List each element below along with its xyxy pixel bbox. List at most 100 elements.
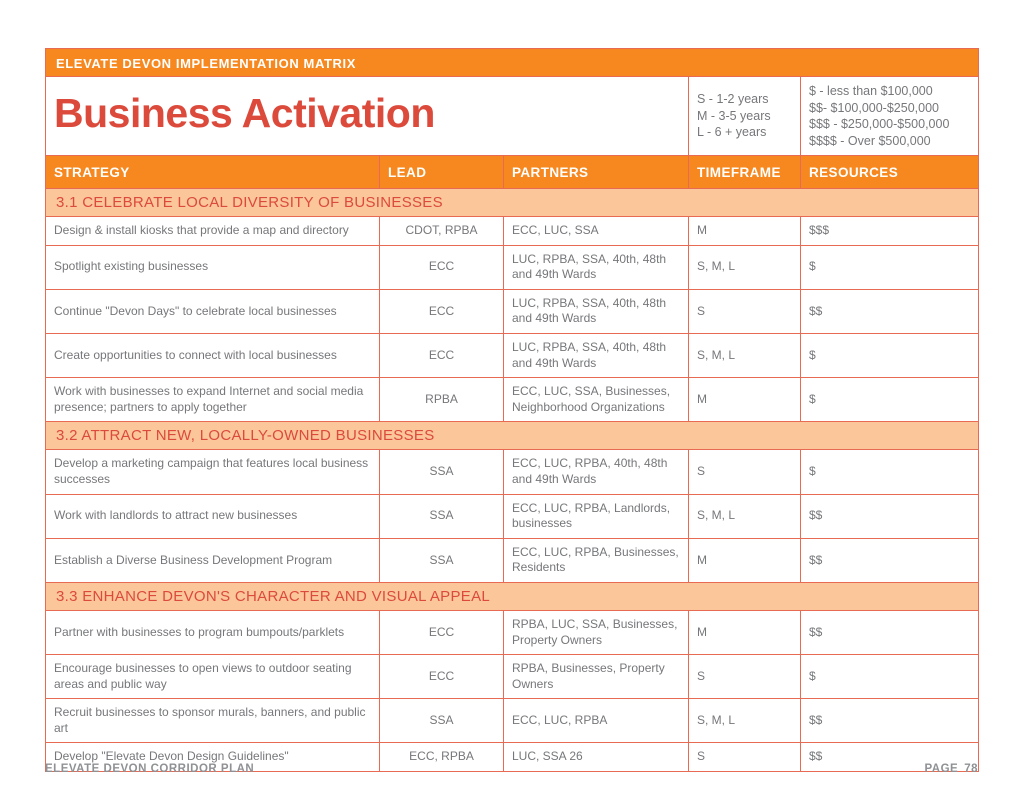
table-row: Work with landlords to attract new busin… (45, 493, 980, 539)
cell-strategy: Develop "Elevate Devon Design Guidelines… (45, 742, 380, 773)
cell-partners: RPBA, LUC, SSA, Businesses, Property Own… (503, 609, 689, 656)
column-header-lead: LEAD (379, 155, 504, 189)
cell-lead: ECC (379, 244, 504, 290)
cell-partners: ECC, LUC, RPBA, Businesses, Residents (503, 537, 689, 583)
table-row: Spotlight existing businesses ECC LUC, RPB… (45, 244, 980, 290)
cell-timeframe: S, M, L (688, 244, 801, 290)
cell-strategy: Work with businesses to expand Internet … (45, 377, 380, 423)
cell-strategy: Develop a marketing campaign that featur… (45, 449, 380, 495)
cell-partners: ECC, LUC, SSA (503, 216, 689, 246)
timeframe-legend-line: M - 3-5 years (697, 108, 771, 123)
footer-page-number: 78 (964, 763, 978, 775)
cell-partners: ECC, LUC, RPBA (503, 698, 689, 744)
cell-strategy: Encourage businesses to open views to ou… (45, 654, 380, 700)
cell-strategy: Continue "Devon Days" to celebrate local… (45, 288, 380, 334)
cell-partners: LUC, SSA 26 (503, 742, 689, 773)
table-row: Establish a Diverse Business Development… (45, 537, 980, 583)
cell-lead: SSA (379, 537, 504, 583)
cell-timeframe: S, M, L (688, 493, 801, 539)
implementation-matrix-table: ELEVATE DEVON IMPLEMENTATION MATRIX Busi… (44, 48, 980, 773)
cell-strategy: Establish a Diverse Business Development… (45, 537, 380, 583)
cell-partners: ECC, LUC, RPBA, Landlords, businesses (503, 493, 689, 539)
cell-resources: $$ (799, 742, 980, 773)
cell-timeframe: M (688, 537, 801, 583)
cell-resources: $$ (799, 537, 980, 583)
table-row: Work with businesses to expand Internet … (45, 377, 980, 423)
column-header-resources: RESOURCES (799, 155, 980, 189)
table-row: Continue "Devon Days" to celebrate local… (45, 288, 980, 334)
cell-resources: $$ (799, 609, 980, 656)
cell-lead: SSA (379, 493, 504, 539)
page-footer: ELEVATE DEVON CORRIDOR PLAN PAGE 78 (45, 763, 978, 775)
cell-strategy: Work with landlords to attract new busin… (45, 493, 380, 539)
resources-legend-line: $$$ - $250,000-$500,000 (809, 117, 950, 131)
cell-resources: $$ (799, 698, 980, 744)
cell-strategy: Create opportunities to connect with loc… (45, 332, 380, 379)
cell-timeframe: S, M, L (688, 698, 801, 744)
cell-timeframe: S (688, 654, 801, 700)
cell-resources: $ (799, 332, 980, 379)
cell-resources: $ (799, 377, 980, 423)
table-row: Encourage businesses to open views to ou… (45, 654, 980, 700)
cell-lead: SSA (379, 449, 504, 495)
footer-page-label: PAGE (924, 763, 959, 775)
cell-timeframe: S (688, 449, 801, 495)
section-heading: 3.2 ATTRACT NEW, LOCALLY-OWNED BUSINESSE… (44, 421, 980, 451)
section-heading-row: 3.2 ATTRACT NEW, LOCALLY-OWNED BUSINESSE… (44, 421, 980, 451)
cell-partners: LUC, RPBA, SSA, 40th, 48th and 49th Ward… (503, 244, 689, 290)
cell-resources: $ (799, 244, 980, 290)
timeframe-legend: S - 1-2 years M - 3-5 years L - 6 + year… (688, 76, 801, 156)
column-header-partners: PARTNERS (503, 155, 689, 189)
cell-timeframe: S, M, L (688, 332, 801, 379)
timeframe-legend-line: S - 1-2 years (697, 92, 769, 107)
timeframe-legend-line: L - 6 + years (697, 125, 767, 140)
cell-strategy: Design & install kiosks that provide a m… (45, 216, 380, 246)
resources-legend-line: $$$$ - Over $500,000 (809, 133, 931, 148)
cell-partners: LUC, RPBA, SSA, 40th, 48th and 49th Ward… (503, 288, 689, 334)
matrix-banner-row: ELEVATE DEVON IMPLEMENTATION MATRIX (44, 48, 980, 77)
cell-resources: $$ (799, 288, 980, 334)
table-row: Recruit businesses to sponsor murals, ba… (45, 698, 980, 744)
cell-lead: ECC (379, 332, 504, 379)
table-row: Partner with businesses to program bumpo… (45, 609, 980, 656)
cell-resources: $ (799, 449, 980, 495)
section-heading-row: 3.3 ENHANCE DEVON'S CHARACTER AND VISUAL… (44, 581, 980, 611)
table-row: Create opportunities to connect with loc… (45, 332, 980, 379)
table-row: Design & install kiosks that provide a m… (45, 216, 980, 246)
cell-resources: $ (799, 654, 980, 700)
cell-partners: RPBA, Businesses, Property Owners (503, 654, 689, 700)
cell-lead: ECC (379, 609, 504, 656)
matrix-banner-title: ELEVATE DEVON IMPLEMENTATION MATRIX (44, 48, 980, 77)
resources-legend-line: $ - less than $100,000 (809, 84, 933, 98)
cell-lead: SSA (379, 698, 504, 744)
cell-partners: ECC, LUC, RPBA, 40th, 48th and 49th Ward… (503, 449, 689, 495)
implementation-matrix: ELEVATE DEVON IMPLEMENTATION MATRIX Busi… (44, 48, 980, 773)
footer-plan-title: ELEVATE DEVON CORRIDOR PLAN (45, 763, 255, 775)
cell-resources: $$$ (799, 216, 980, 246)
cell-timeframe: M (688, 609, 801, 656)
column-header-strategy: STRATEGY (45, 155, 380, 189)
cell-resources: $$ (799, 493, 980, 539)
cell-timeframe: M (688, 216, 801, 246)
cell-lead: ECC (379, 288, 504, 334)
section-heading: 3.3 ENHANCE DEVON'S CHARACTER AND VISUAL… (44, 581, 980, 611)
cell-lead: CDOT, RPBA (379, 216, 504, 246)
footer-page-indicator: PAGE 78 (924, 763, 978, 775)
cell-timeframe: M (688, 377, 801, 423)
table-row: Develop a marketing campaign that featur… (45, 449, 980, 495)
page-title: Business Activation (45, 76, 689, 156)
resources-legend-line: $$- $100,000-$250,000 (809, 100, 939, 115)
cell-timeframe: S (688, 742, 801, 773)
column-header-timeframe: TIMEFRAME (688, 155, 801, 189)
cell-lead: RPBA (379, 377, 504, 423)
column-header-row: STRATEGY LEAD PARTNERS TIMEFRAME RESOURC… (45, 155, 980, 189)
cell-strategy: Partner with businesses to program bumpo… (45, 609, 380, 656)
title-legend-row: Business Activation S - 1-2 years M - 3-… (45, 76, 980, 156)
resources-legend: $ - less than $100,000 $$- $100,000-$250… (799, 76, 980, 156)
section-heading-row: 3.1 CELEBRATE LOCAL DIVERSITY OF BUSINES… (44, 188, 980, 217)
cell-timeframe: S (688, 288, 801, 334)
cell-partners: LUC, RPBA, SSA, 40th, 48th and 49th Ward… (503, 332, 689, 379)
cell-strategy: Spotlight existing businesses (45, 244, 380, 290)
cell-partners: ECC, LUC, SSA, Businesses, Neighborhood … (503, 377, 689, 423)
